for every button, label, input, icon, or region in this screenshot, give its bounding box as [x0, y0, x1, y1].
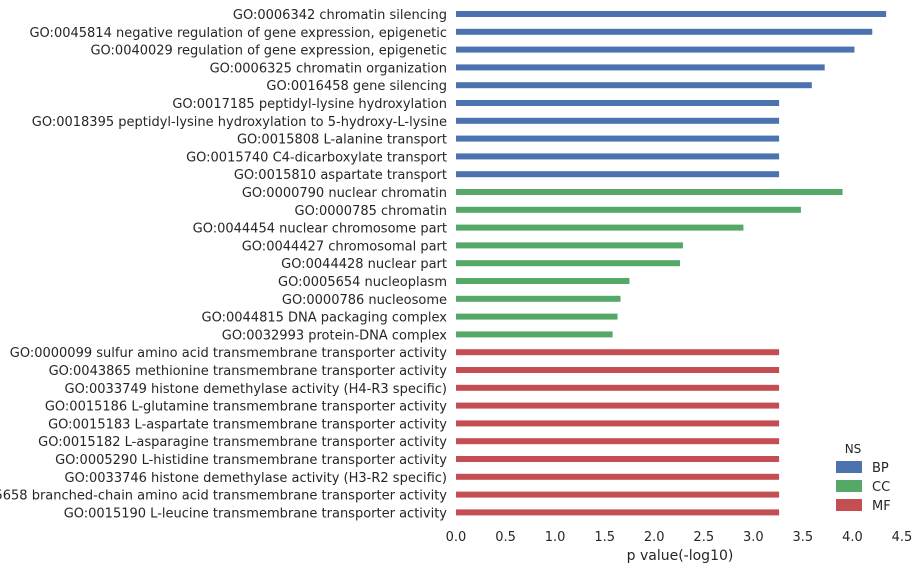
bar-bp [456, 171, 780, 178]
legend-label: BP [872, 461, 889, 476]
category-label: GO:0015810 aspartate transport [234, 168, 447, 183]
category-label: GO:0015182 L-asparagine transmembrane tr… [38, 435, 447, 450]
category-label: GO:0015658 branched-chain amino acid tra… [0, 489, 447, 504]
bar-cc [456, 278, 630, 284]
x-tick-label: 4.5 [892, 530, 913, 545]
bar-mf [456, 384, 780, 391]
category-label: GO:0000785 chromatin [295, 204, 447, 219]
category-label: GO:0044428 nuclear part [281, 257, 447, 272]
bar-mf [456, 491, 780, 498]
bar-bp [456, 153, 780, 160]
bar-mf [456, 473, 780, 480]
bar-bp [456, 64, 825, 71]
category-label: GO:0000786 nucleosome [282, 293, 447, 308]
category-label: GO:0033749 histone demethylase activity … [65, 382, 447, 397]
category-label: GO:0043865 methionine transmembrane tran… [49, 364, 448, 379]
legend-title: NS [845, 442, 862, 456]
legend: NS BP CC MF [836, 442, 891, 514]
category-label: GO:0015186 L-glutamine transmembrane tra… [45, 400, 447, 415]
bar-bp [456, 117, 780, 124]
category-label: GO:0000099 sulfur amino acid transmembra… [10, 346, 448, 361]
bar-cc [456, 313, 618, 320]
category-label: GO:0032993 protein-DNA complex [222, 328, 448, 343]
x-tick-label: 2.0 [644, 530, 665, 545]
x-tick-label: 1.0 [545, 530, 566, 545]
bar-cc [456, 242, 683, 249]
bar-mf [456, 438, 780, 445]
category-label: GO:0044815 DNA packaging complex [202, 311, 448, 326]
bar-cc [456, 224, 744, 231]
x-tick-label: 0.0 [446, 530, 467, 545]
category-labels: GO:0006342 chromatin silencing GO:0045814… [0, 8, 447, 521]
bar-mf [456, 367, 780, 373]
legend-label: CC [872, 480, 890, 495]
bar-bp [456, 82, 812, 89]
category-label: GO:0006325 chromatin organization [210, 61, 447, 76]
x-tick-label: 4.0 [842, 530, 863, 545]
x-tick-label: 3.5 [793, 530, 814, 545]
plot-area [456, 11, 887, 516]
legend-swatch-bp [836, 461, 862, 473]
bar-mf [456, 509, 780, 516]
bar-cc [456, 295, 621, 302]
x-tick-label: 2.5 [693, 530, 714, 545]
bar-cc [456, 189, 843, 195]
category-label: GO:0000790 nuclear chromatin [242, 186, 447, 201]
category-label: GO:0015740 C4-dicarboxylate transport [186, 150, 447, 165]
x-axis-title: p value(-log10) [627, 548, 734, 564]
x-axis: 0.0 0.5 1.0 1.5 2.0 2.5 3.0 3.5 4.0 4.5 [446, 530, 913, 545]
bar-mf [456, 456, 780, 462]
category-label: GO:0040029 regulation of gene expression… [90, 44, 447, 59]
category-label: GO:0017185 peptidyl-lysine hydroxylation [172, 97, 447, 112]
bar-cc [456, 206, 801, 213]
category-label: GO:0015190 L-leucine transmembrane trans… [64, 506, 448, 521]
x-tick-label: 3.0 [743, 530, 764, 545]
bar-cc [456, 331, 613, 338]
legend-swatch-mf [836, 499, 862, 511]
bar-bp [456, 46, 855, 53]
bar-bp [456, 135, 780, 142]
bar-mf [456, 402, 780, 409]
x-tick-label: 0.5 [495, 530, 516, 545]
bar-mf [456, 420, 780, 427]
category-label: GO:0033746 histone demethylase activity … [65, 471, 447, 486]
legend-label: MF [872, 499, 891, 514]
bar-bp [456, 100, 780, 106]
category-label: GO:0045814 negative regulation of gene e… [29, 26, 447, 41]
category-label: GO:0006342 chromatin silencing [233, 8, 447, 23]
legend-swatch-cc [836, 480, 862, 492]
category-label: GO:0005654 nucleoplasm [278, 275, 447, 290]
bar-cc [456, 260, 680, 267]
x-tick-label: 1.5 [594, 530, 615, 545]
category-label: GO:0018395 peptidyl-lysine hydroxylation… [32, 115, 447, 130]
category-label: GO:0015183 L-aspartate transmembrane tra… [48, 417, 447, 432]
category-label: GO:0044427 chromosomal part [242, 239, 447, 254]
category-label: GO:0044454 nuclear chromosome part [193, 222, 447, 237]
bar-mf [456, 349, 780, 356]
category-label: GO:0015808 L-alanine transport [237, 133, 447, 148]
bar-bp [456, 11, 887, 17]
bar-bp [456, 28, 873, 35]
category-label: GO:0005290 L-histidine transmembrane tra… [55, 453, 447, 468]
category-label: GO:0016458 gene silencing [266, 79, 447, 94]
